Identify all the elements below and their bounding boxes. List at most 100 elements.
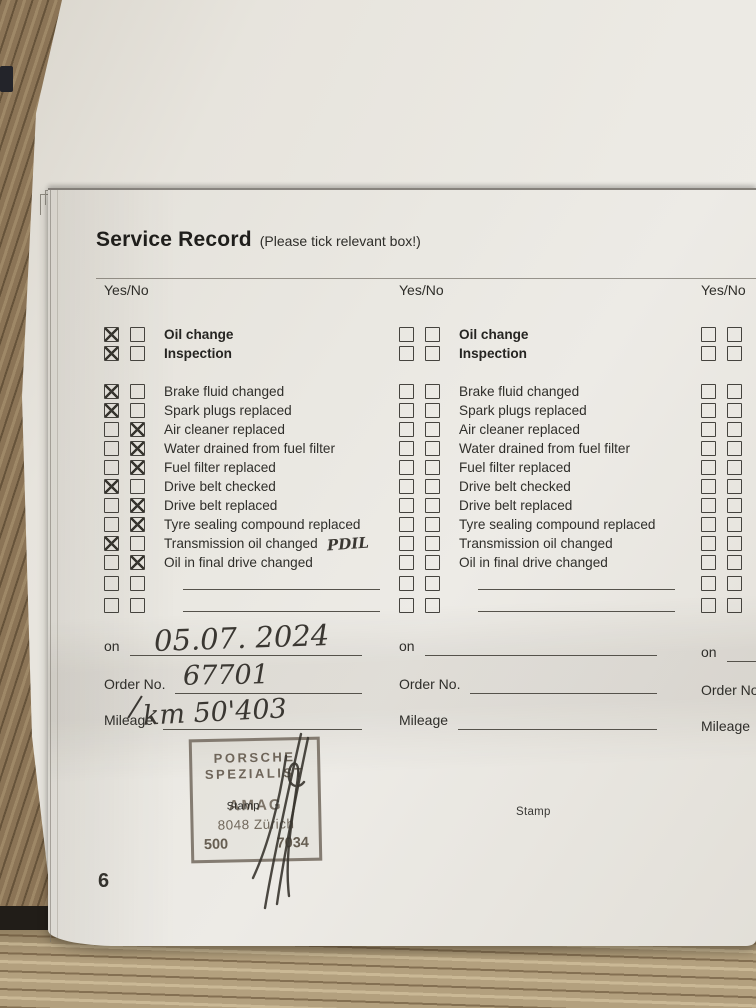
- no-checkbox: [130, 536, 145, 551]
- yes-checkbox: [399, 327, 414, 342]
- stamp-company: Stamp AMAG: [226, 796, 283, 814]
- no-checkbox: [727, 555, 742, 570]
- date-row: on: [399, 636, 657, 656]
- service-row: Brake fluid changed: [399, 382, 699, 401]
- service-record-page: Service Record (Please tick relevant box…: [48, 188, 756, 946]
- checkbox-rows: Oil change Inspection Brake fluid change…: [399, 325, 699, 616]
- stamp-numbers: 500 7034: [194, 835, 319, 854]
- no-checkbox: [130, 346, 145, 361]
- order-write-line: 67701: [175, 659, 362, 694]
- yes-checkbox: [701, 403, 716, 418]
- yes-checkbox: [399, 575, 414, 591]
- yes-checkbox: [104, 575, 119, 591]
- yes-checkbox: [104, 384, 119, 399]
- yes-checkbox: [399, 346, 414, 361]
- order-row: Order No.: [701, 680, 756, 700]
- service-row-label: Drive belt replaced: [164, 498, 278, 513]
- no-checkbox: [727, 460, 742, 475]
- yes-checkbox: [104, 536, 119, 551]
- no-checkbox: [130, 498, 145, 513]
- no-checkbox: [727, 384, 742, 399]
- service-row: Oil in final drive changed: [399, 553, 699, 572]
- wood-grain-dark-mark: [0, 66, 13, 92]
- handwritten-date: 05.07. 2024: [153, 617, 330, 659]
- yes-checkbox: [104, 403, 119, 418]
- no-checkbox: [727, 479, 742, 494]
- service-row: Fuel filter replaced: [104, 458, 404, 477]
- page-number: 6: [98, 870, 110, 892]
- no-checkbox: [130, 597, 145, 613]
- blank-write-line: [478, 577, 675, 590]
- service-row: Drive belt replaced: [399, 496, 699, 515]
- service-row: Air cleaner replaced: [104, 420, 404, 439]
- yes-checkbox: [399, 384, 414, 399]
- mileage-row: Mileage km 50'403: [104, 693, 362, 732]
- handwritten-order-no: 67701: [183, 659, 270, 692]
- no-checkbox: [425, 384, 440, 399]
- service-row-label: Air cleaner replaced: [164, 422, 285, 437]
- yes-checkbox: [399, 536, 414, 551]
- service-row-label: Transmission oil changed: [459, 536, 613, 551]
- no-checkbox: [130, 460, 145, 475]
- yes-checkbox: [399, 555, 414, 570]
- no-checkbox: [727, 597, 742, 613]
- no-checkbox: [727, 441, 742, 456]
- yes-checkbox: [701, 384, 716, 399]
- service-row-label: Oil in final drive changed: [164, 555, 313, 570]
- no-checkbox: [425, 346, 440, 361]
- date-write-line: 05.07. 2024: [129, 618, 362, 658]
- yes-checkbox: [399, 460, 414, 475]
- date-write-line: [726, 643, 756, 662]
- yes-checkbox: [399, 403, 414, 418]
- mileage-label: Mileage: [104, 712, 154, 728]
- page-subtitle: (Please tick relevant box!): [259, 233, 421, 249]
- service-row-label: Drive belt checked: [459, 479, 571, 494]
- yes-checkbox: [701, 479, 716, 494]
- service-row: [701, 382, 756, 401]
- stamp-city: 8048 Zürich: [217, 815, 295, 833]
- service-row: Oil in final drive changed: [104, 553, 404, 572]
- no-checkbox: [425, 422, 440, 437]
- yes-checkbox: [399, 517, 414, 532]
- service-row: Drive belt checked: [399, 477, 699, 496]
- yes-checkbox: [104, 597, 119, 613]
- no-checkbox: [130, 555, 145, 570]
- service-row-label: Air cleaner replaced: [459, 422, 580, 437]
- yes-checkbox: [104, 346, 119, 361]
- yes-checkbox: [104, 479, 119, 494]
- service-row: Brake fluid changed: [104, 382, 404, 401]
- no-checkbox: [425, 460, 440, 475]
- blank-write-line: [183, 599, 380, 612]
- service-row: Drive belt checked: [104, 477, 404, 496]
- yes-no-header: Yes/No: [701, 282, 746, 298]
- service-row: [701, 477, 756, 496]
- service-row: [701, 344, 756, 363]
- service-row-label: Oil change: [459, 327, 529, 342]
- service-row-label: Drive belt replaced: [459, 498, 573, 513]
- no-checkbox: [727, 575, 742, 591]
- service-row: Transmission oil changed: [399, 534, 699, 553]
- yes-checkbox: [399, 597, 414, 613]
- no-checkbox: [425, 555, 440, 570]
- service-row-label: Drive belt checked: [164, 479, 276, 494]
- service-row: Oil change: [104, 325, 404, 344]
- mileage-write-line: km 50'403: [142, 693, 362, 732]
- page-title: Service Record: [96, 228, 252, 251]
- no-checkbox: [727, 422, 742, 437]
- yes-no-header: Yes/No: [399, 282, 444, 298]
- on-label: on: [104, 638, 120, 654]
- service-row: [399, 572, 699, 594]
- no-checkbox: [130, 479, 145, 494]
- yes-checkbox: [701, 555, 716, 570]
- service-row-label: Brake fluid changed: [164, 384, 285, 399]
- handwritten-annotation: PDIL: [326, 533, 370, 554]
- blank-write-line: [183, 577, 380, 590]
- yes-checkbox: [104, 327, 119, 342]
- service-row: Transmission oil changed PDIL: [104, 533, 404, 554]
- stamp-form-label: Stamp: [516, 806, 551, 818]
- yes-checkbox: [701, 346, 716, 361]
- service-row-label: Oil in final drive changed: [459, 555, 608, 570]
- order-write-line: [470, 675, 657, 694]
- stamp-form-label: Stamp: [226, 799, 260, 813]
- service-row: [701, 515, 756, 534]
